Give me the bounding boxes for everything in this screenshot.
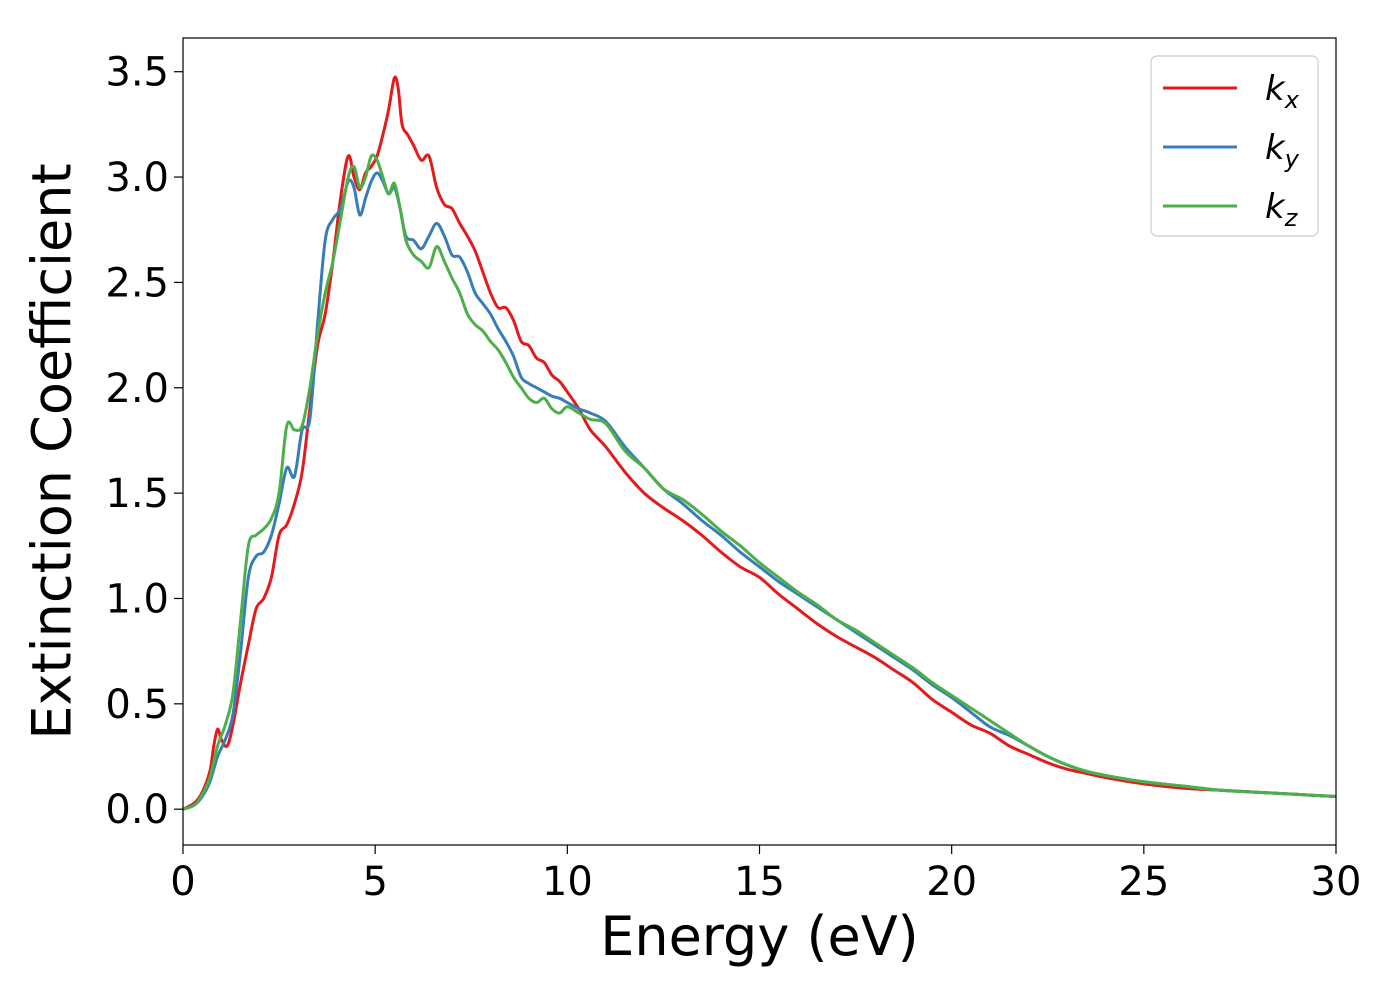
y-tick-label: 2.5: [105, 260, 169, 306]
y-tick-label: 1.0: [105, 576, 169, 622]
y-tick-label: 3.0: [105, 155, 169, 201]
x-tick-label: 5: [362, 859, 387, 905]
x-tick-label: 25: [1118, 859, 1169, 905]
x-axis-label: Energy (eV): [600, 905, 919, 968]
x-tick-label: 20: [926, 859, 977, 905]
legend-label-kz: kz: [1265, 187, 1299, 232]
y-tick-label: 2.0: [105, 366, 169, 412]
x-tick-label: 15: [734, 859, 785, 905]
legend: kx ky kz: [1150, 55, 1319, 237]
y-axis-label: Extinction Coefficient: [21, 163, 84, 739]
series-layer: [182, 75, 1337, 811]
legend-label-kx: kx: [1265, 69, 1300, 114]
legend-label-ky: ky: [1265, 128, 1300, 173]
y-tick-label: 0.0: [105, 787, 169, 833]
y-tick-label: 0.5: [105, 682, 169, 728]
x-tick-label: 30: [1311, 859, 1362, 905]
x-tick-label: 10: [542, 859, 593, 905]
x-axis: 0 5 10 15 20 25 30: [170, 845, 1361, 905]
series-line-ky: [182, 171, 1337, 811]
y-axis: 0.0 0.5 1.0 1.5 2.0 2.5 3.0 3.5: [105, 50, 183, 833]
series-line-kz: [182, 153, 1337, 811]
x-tick-label: 0: [170, 859, 195, 905]
y-tick-label: 1.5: [105, 471, 169, 517]
y-tick-label: 3.5: [105, 50, 169, 96]
series-line-kx: [182, 75, 1337, 811]
